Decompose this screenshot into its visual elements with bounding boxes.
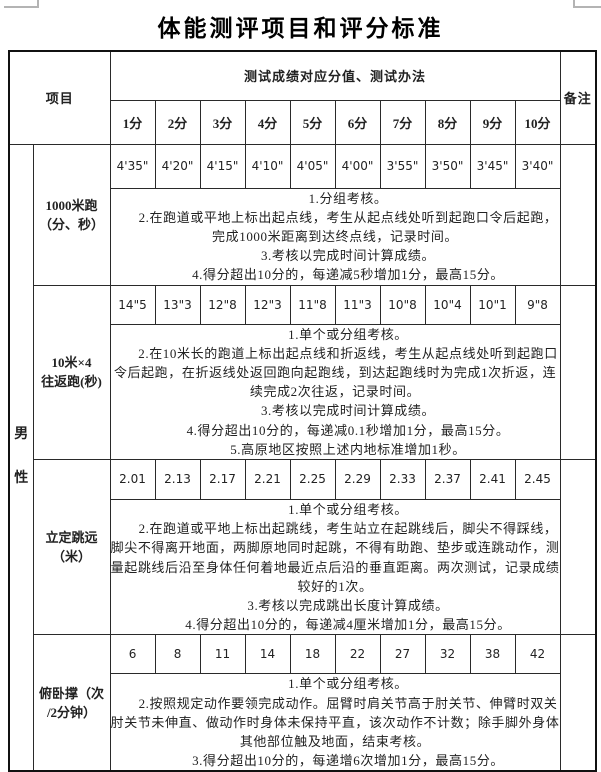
method-row-1: 1.单个或分组考核。 2.在10米长的跑道上标出起点线和折返线，考生从起点线处听到…	[9, 323, 596, 460]
method-line: 1.分组考核。	[308, 190, 388, 206]
header-remark: 备注	[559, 50, 597, 145]
score-value: 11"3	[334, 284, 381, 325]
score-value: 14"5	[109, 284, 156, 325]
score-col-header-6: 6分	[334, 99, 381, 145]
score-value: 14	[244, 634, 291, 675]
header-score-band: 测试成绩对应分值、测试办法	[109, 50, 561, 101]
score-value: 4'15"	[199, 143, 246, 189]
score-value: 11"8	[289, 284, 336, 325]
score-col-header-3: 3分	[199, 99, 246, 145]
score-value: 10"8	[379, 284, 426, 325]
method-cell-3: 1.单个或分组考核。 2.按照规定动作要领完成动作。屈臂时肩关节高于肘关节、伸臂时…	[109, 673, 561, 772]
values-row-1: 10米×4 往返跑(秒) 14"5 13"3 12"8 12"3 11"8 11"3 10"8…	[9, 284, 597, 460]
method-line: 2.在跑道或平地上标出起点线，考生从起点线处听到起跑口令后起跑，完成1000米距…	[138, 209, 558, 244]
values-row-0: 男性 1000米跑 （分、秒） 4'35" 4'20" 4'15" 4'10" 4'05" 4…	[8, 143, 597, 772]
score-col-header-9: 9分	[469, 99, 516, 145]
score-col-header-5: 5分	[289, 99, 336, 145]
score-value: 3'45"	[469, 143, 516, 189]
fitness-score-table: 项目 测试成绩对应分值、测试办法 备注 1分 2分 3分 4分 5分 6分 7分 8分 9分 10…	[8, 50, 598, 772]
method-line: 3.考核以完成跳出长度计算成绩。	[247, 597, 449, 613]
page-title: 体能测评项目和评分标准	[157, 16, 444, 41]
remark-cell-3	[559, 634, 597, 772]
score-value: 4'10"	[244, 143, 291, 189]
method-row-0: 1.分组考核。 2.在跑道或平地上标出起点线，考生从起点线处听到起跑口令后起跑，完…	[9, 187, 596, 286]
score-value: 2.13	[154, 458, 201, 500]
score-value: 2.41	[469, 458, 516, 500]
score-col-header-10: 10分	[514, 99, 561, 145]
gender-label: 男性	[8, 143, 34, 772]
score-value: 2.17	[199, 458, 246, 500]
score-value: 3'40"	[514, 143, 561, 189]
remark-cell-1	[559, 284, 597, 460]
method-cell-1: 1.单个或分组考核。 2.在10米长的跑道上标出起点线和折返线，考生从起点线处听到…	[109, 323, 561, 460]
score-value: 42	[514, 634, 561, 675]
method-line: 4.得分超出10分的，每递减4厘米增加1分，最高15分。	[185, 617, 511, 633]
table-body: 男性 1000米跑 （分、秒） 4'35" 4'20" 4'15" 4'10" 4'05" 4…	[8, 143, 597, 772]
item-name-2: 立定跳远 （米）	[32, 458, 111, 636]
method-line: 3.得分超出10分的，每递增6次增加1分，最高15分。	[192, 753, 505, 769]
values-row-3: 俯卧撑（次 /2分钟） 6 8 11 14 18 22 27 32 38 42	[9, 634, 597, 772]
scan-artifact-top-left	[4, 0, 39, 8]
score-value: 2.21	[244, 458, 291, 500]
method-line: 2.在10米长的跑道上标出起点线和折返线，考生从起点线处听到起跑口令后起跑，在折…	[113, 345, 558, 400]
score-value: 8	[154, 634, 201, 675]
score-value: 38	[469, 634, 516, 675]
method-line: 5.高原地区按照上述内地标准增加1秒。	[230, 441, 466, 457]
score-value: 6	[109, 634, 156, 675]
score-value: 10"4	[424, 284, 471, 325]
remark-cell-0	[559, 143, 597, 286]
score-value: 2.29	[334, 458, 381, 500]
remark-cell-2	[559, 458, 597, 636]
score-value: 13"3	[154, 284, 201, 325]
method-line: 3.考核以完成时间计算成绩。	[260, 403, 436, 419]
score-col-header-8: 8分	[424, 99, 471, 145]
score-value: 4'00"	[334, 143, 381, 189]
header-row-1: 项目 测试成绩对应分值、测试办法 备注	[8, 50, 597, 145]
method-line: 1.单个或分组考核。	[288, 501, 408, 517]
score-value: 12"8	[199, 284, 246, 325]
score-value: 3'55"	[379, 143, 426, 189]
method-line: 1.单个或分组考核。	[288, 326, 408, 342]
score-value: 2.01	[109, 458, 156, 500]
score-value: 22	[334, 634, 381, 675]
method-cell-2: 1.单个或分组考核。 2.在跑道或平地上标出起跳线，考生站立在起跳线后，脚尖不得踩…	[109, 498, 561, 636]
score-value: 2.25	[289, 458, 336, 500]
method-cell-0: 1.分组考核。 2.在跑道或平地上标出起点线，考生从起点线处听到起跑口令后起跑，完…	[109, 187, 561, 286]
score-value: 18	[289, 634, 336, 675]
values-row-2: 立定跳远 （米） 2.01 2.13 2.17 2.21 2.25 2.29 2.33 2.37…	[9, 458, 597, 636]
score-value: 2.45	[514, 458, 561, 500]
method-line: 2.在跑道或平地上标出起跳线，考生站立在起跳线后，脚尖不得踩线，脚尖不得离开地面…	[110, 521, 560, 594]
score-value: 11	[199, 634, 246, 675]
method-line: 4.得分超出10分的，每递减5秒增加1分，最高15分。	[192, 267, 505, 283]
score-value: 12"3	[244, 284, 291, 325]
score-value: 32	[424, 634, 471, 675]
item-name-1: 10米×4 往返跑(秒)	[32, 284, 111, 460]
score-col-header-1: 1分	[109, 99, 156, 145]
score-value: 27	[379, 634, 426, 675]
method-line: 1.单个或分组考核。	[288, 676, 408, 692]
item-name-0: 1000米跑 （分、秒）	[32, 143, 111, 286]
score-col-header-7: 7分	[379, 99, 426, 145]
score-value: 2.33	[379, 458, 426, 500]
method-line: 3.考核以完成时间计算成绩。	[260, 248, 436, 264]
method-row-2: 1.单个或分组考核。 2.在跑道或平地上标出起跳线，考生站立在起跳线后，脚尖不得踩…	[9, 498, 596, 636]
scan-artifact-top-right	[573, 0, 601, 8]
score-value: 4'05"	[289, 143, 336, 189]
score-value: 10"1	[469, 284, 516, 325]
item-name-3: 俯卧撑（次 /2分钟）	[32, 634, 111, 772]
header-item: 项目	[8, 50, 111, 145]
score-value: 2.37	[424, 458, 471, 500]
header-row-2: 1分 2分 3分 4分 5分 6分 7分 8分 9分 10分	[9, 99, 596, 145]
score-value: 9"8	[514, 284, 561, 325]
score-value: 4'35"	[109, 143, 156, 189]
score-col-header-2: 2分	[154, 99, 201, 145]
score-col-header-4: 4分	[244, 99, 291, 145]
score-value: 4'20"	[154, 143, 201, 189]
method-line: 2.按照规定动作要领完成动作。屈臂时肩关节高于肘关节、伸臂时双关肘关节未伸直、做…	[110, 695, 560, 749]
score-value: 3'50"	[424, 143, 471, 189]
method-line: 4.得分超出10分的，每递减0.1秒增加1分，最高15分。	[186, 422, 510, 438]
